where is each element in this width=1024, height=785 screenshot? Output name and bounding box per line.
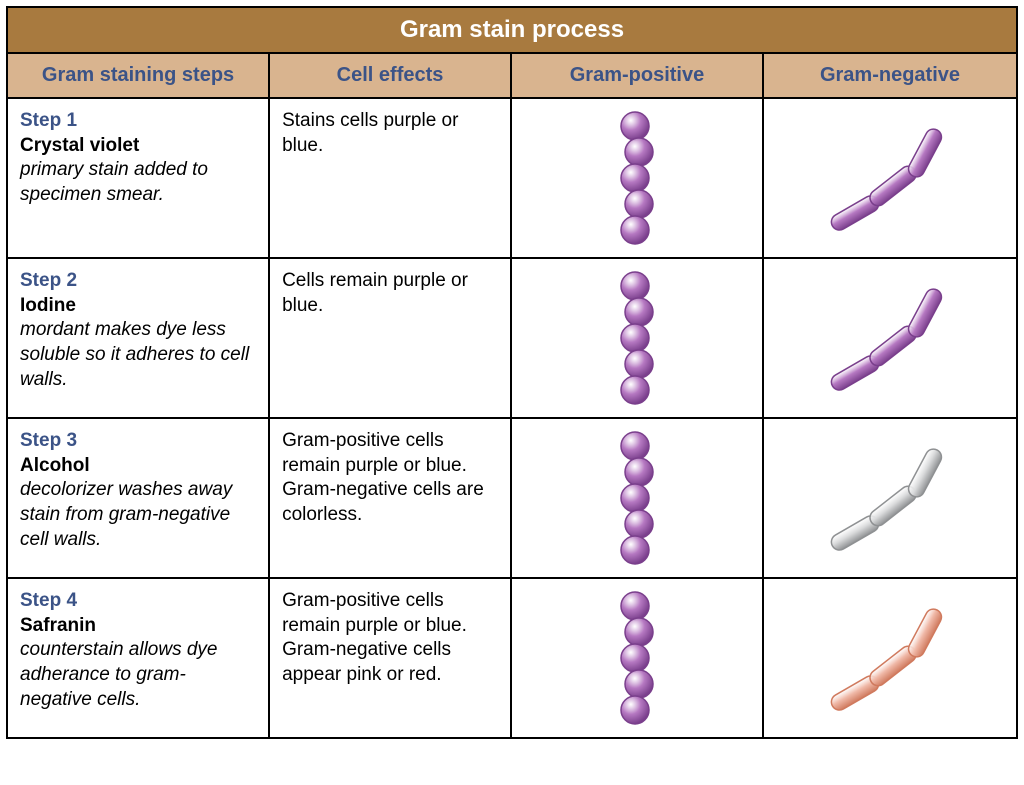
header-steps: Gram staining steps bbox=[8, 52, 270, 97]
effects-cell: Cells remain purple or blue. bbox=[270, 259, 512, 417]
gram-negative-viz bbox=[764, 99, 1016, 257]
step-desc: mordant makes dye less soluble so it adh… bbox=[20, 318, 256, 392]
gram-negative-viz bbox=[764, 259, 1016, 417]
header-effects: Cell effects bbox=[270, 52, 512, 97]
header-positive: Gram-positive bbox=[512, 52, 764, 97]
table-row: Step 1Crystal violetprimary stain added … bbox=[8, 97, 1016, 257]
step-desc: counterstain allows dye adherance to gra… bbox=[20, 638, 256, 712]
step-name: Alcohol bbox=[20, 454, 256, 479]
table-row: Step 3Alcoholdecolorizer washes away sta… bbox=[8, 417, 1016, 577]
gram-positive-viz bbox=[512, 259, 764, 417]
step-name: Safranin bbox=[20, 614, 256, 639]
step-cell: Step 3Alcoholdecolorizer washes away sta… bbox=[8, 419, 270, 577]
step-cell: Step 1Crystal violetprimary stain added … bbox=[8, 99, 270, 257]
step-label: Step 2 bbox=[20, 269, 256, 294]
header-row: Gram staining steps Cell effects Gram-po… bbox=[8, 52, 1016, 97]
step-label: Step 1 bbox=[20, 109, 256, 134]
effects-cell: Stains cells purple or blue. bbox=[270, 99, 512, 257]
step-name: Crystal violet bbox=[20, 134, 256, 159]
gram-negative-viz bbox=[764, 419, 1016, 577]
gram-negative-viz bbox=[764, 579, 1016, 737]
step-desc: decolorizer washes away stain from gram-… bbox=[20, 478, 256, 552]
step-desc: primary stain added to specimen smear. bbox=[20, 158, 256, 207]
effects-cell: Gram-positive cells remain purple or blu… bbox=[270, 579, 512, 737]
step-cell: Step 2Iodinemordant makes dye less solub… bbox=[8, 259, 270, 417]
effects-cell: Gram-positive cells remain purple or blu… bbox=[270, 419, 512, 577]
gram-positive-viz bbox=[512, 419, 764, 577]
step-label: Step 3 bbox=[20, 429, 256, 454]
table-row: Step 4Safranincounterstain allows dye ad… bbox=[8, 577, 1016, 737]
step-label: Step 4 bbox=[20, 589, 256, 614]
table-title: Gram stain process bbox=[8, 8, 1016, 52]
header-negative: Gram-negative bbox=[764, 52, 1016, 97]
step-name: Iodine bbox=[20, 294, 256, 319]
table-row: Step 2Iodinemordant makes dye less solub… bbox=[8, 257, 1016, 417]
gram-positive-viz bbox=[512, 579, 764, 737]
gram-stain-table: Gram stain process Gram staining steps C… bbox=[6, 6, 1018, 739]
step-cell: Step 4Safranincounterstain allows dye ad… bbox=[8, 579, 270, 737]
gram-positive-viz bbox=[512, 99, 764, 257]
